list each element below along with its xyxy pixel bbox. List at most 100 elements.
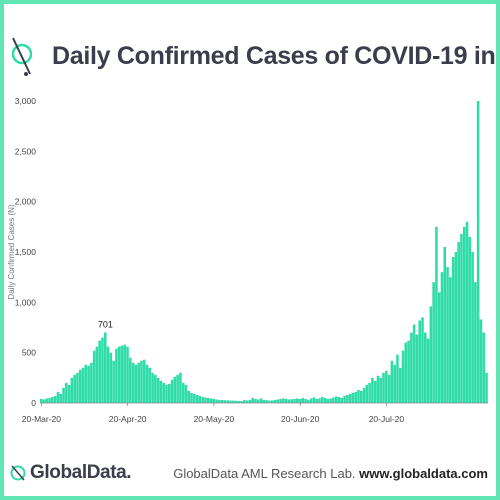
- bar: [474, 282, 477, 403]
- bar: [265, 400, 268, 403]
- bar: [432, 282, 435, 403]
- bar: [151, 372, 154, 403]
- bar: [179, 372, 182, 403]
- bar: [234, 400, 238, 403]
- bar: [446, 267, 449, 403]
- bar: [284, 398, 288, 403]
- bar: [315, 398, 319, 403]
- bar: [348, 393, 352, 403]
- bar: [187, 390, 191, 403]
- bar: [404, 342, 408, 403]
- bar: [45, 398, 49, 403]
- bar: [298, 398, 302, 403]
- x-tick-label: 20-Jul-20: [369, 414, 405, 424]
- bar: [204, 397, 207, 403]
- bar: [193, 393, 196, 403]
- bar: [156, 377, 160, 403]
- bar: [106, 346, 110, 403]
- bar: [462, 226, 466, 403]
- y-tick-label: 1,000: [15, 297, 37, 307]
- bar: [318, 398, 321, 403]
- bar: [296, 398, 299, 403]
- bar: [407, 340, 410, 403]
- y-tick-label: 2,500: [15, 146, 37, 156]
- y-tick-label: 0: [31, 398, 36, 408]
- bar: [393, 364, 396, 403]
- bar: [373, 380, 377, 403]
- bar: [206, 397, 210, 403]
- bar: [65, 382, 68, 403]
- globaldata-logo-icon: [11, 37, 32, 76]
- bar: [301, 397, 305, 403]
- bar: [223, 400, 227, 403]
- y-tick-label: 1,500: [15, 247, 37, 257]
- bar: [287, 399, 291, 403]
- bar: [321, 396, 324, 403]
- bar: [343, 395, 346, 403]
- bar: [382, 372, 385, 403]
- bar: [90, 362, 93, 403]
- bar: [351, 392, 355, 403]
- bar: [304, 398, 307, 403]
- y-tick-label: 2,000: [15, 197, 37, 207]
- bar-chart: 0 500 1,000 1,500 2,000 2,500 3,000 20-Mar-20 20…: [7, 96, 488, 424]
- footer-logo: GlobalData.: [10, 462, 132, 484]
- bar: [485, 372, 488, 403]
- bar: [240, 400, 243, 403]
- bar: [101, 337, 104, 403]
- bar: [140, 360, 143, 403]
- bar: [282, 398, 285, 403]
- bar: [362, 387, 366, 403]
- bar: [170, 379, 174, 403]
- bar: [154, 374, 157, 403]
- bar: [307, 399, 310, 403]
- bar: [412, 324, 416, 403]
- bar: [340, 397, 344, 403]
- bar: [126, 346, 129, 403]
- chart-card: Daily Confirmed Cases of COVID-19 in Jap…: [4, 4, 496, 496]
- bar: [401, 350, 405, 403]
- bar: [115, 348, 118, 403]
- bar: [104, 332, 107, 403]
- bar: [268, 400, 271, 403]
- y-tick-label: 500: [22, 348, 36, 358]
- data-label: 701: [98, 319, 113, 329]
- bar: [437, 292, 441, 403]
- bar: [129, 357, 132, 403]
- bar: [134, 364, 138, 403]
- bar: [212, 398, 216, 403]
- bar: [165, 384, 168, 403]
- bar: [465, 221, 469, 403]
- bar: [379, 377, 383, 403]
- bar: [243, 399, 246, 403]
- bar: [237, 400, 241, 403]
- bar: [226, 400, 229, 403]
- bar: [468, 236, 472, 403]
- bar: [387, 374, 391, 403]
- bar: [251, 397, 255, 403]
- bar: [220, 399, 224, 403]
- bar: [120, 345, 124, 403]
- bar: [245, 400, 249, 403]
- bar: [168, 383, 171, 403]
- bar: [346, 394, 349, 403]
- bar: [440, 272, 444, 403]
- bar: [293, 398, 296, 403]
- y-tick-label: 3,000: [15, 96, 37, 106]
- y-axis-title: Daily Confirmed Cases (N): [7, 204, 16, 299]
- bar: [471, 252, 474, 403]
- brand-name: GlobalData.: [30, 462, 132, 483]
- source-url[interactable]: www.globaldata.com: [359, 466, 488, 481]
- bar: [276, 399, 280, 403]
- bar: [424, 332, 427, 403]
- bar: [42, 399, 46, 403]
- bar: [51, 396, 54, 403]
- bar: [479, 319, 483, 403]
- bar: [209, 398, 213, 403]
- bar: [112, 360, 115, 403]
- bar: [78, 369, 82, 403]
- bar: [232, 400, 235, 403]
- bar: [81, 367, 85, 403]
- bar: [273, 399, 277, 403]
- bar: [312, 397, 316, 403]
